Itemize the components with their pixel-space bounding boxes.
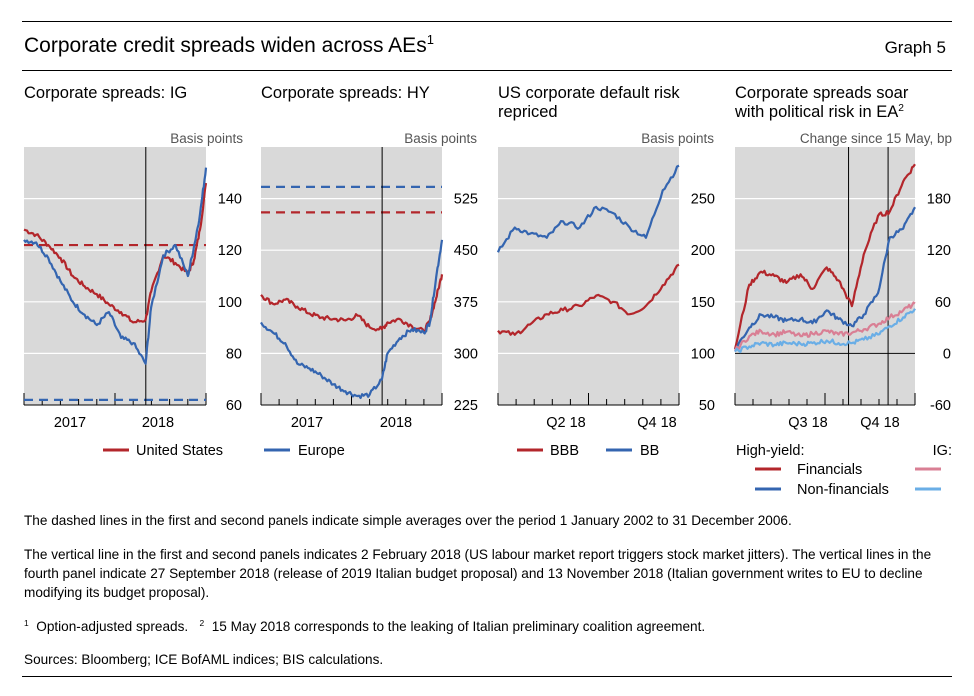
y-tick-label: 150 [691,295,715,311]
y-tick-label: 300 [454,346,478,362]
note-vertical: The vertical line in the first and secon… [24,547,932,600]
plot-background [261,147,442,405]
series-line [733,163,916,350]
series-line [497,263,680,336]
y-tick-label: 0 [943,346,951,362]
plot-background [735,147,915,405]
panel2-plot: 225 300 375 450 525 2017 2018 [260,147,478,431]
series-line [496,164,680,253]
chart-title: Corporate credit spreads widen across AE… [24,32,434,57]
y-tick-label: -60 [930,398,951,414]
y-tick-label: 60 [935,295,951,311]
legend-header-ig: IG: [933,443,952,459]
x-tick-label: Q3 18 [788,415,828,431]
y-tick-label: 200 [691,243,715,259]
y-tick-label: 140 [218,192,242,208]
y-tick-label: 250 [691,192,715,208]
x-tick-label: 2017 [54,415,86,431]
panel2-title: Corporate spreads: HY [261,84,430,102]
panel1-title: Corporate spreads: IG [24,84,188,102]
x-tick-label: Q4 18 [637,415,677,431]
legend-header-hy: High-yield: [736,443,805,459]
panel2-unit: Basis points [404,131,477,146]
title-rule [22,70,952,71]
panel3-plot: 50 100 150 200 250 Q2 18 Q4 18 [496,147,715,431]
panel4-plot: -60 0 60 120 180 Q3 18 Q4 18 [733,147,951,431]
y-tick-label: 525 [454,192,478,208]
x-tick-label: 2018 [380,415,412,431]
y-tick-label: 120 [927,243,951,259]
y-tick-label: 375 [454,295,478,311]
y-tick-label: 450 [454,243,478,259]
y-tick-label: 50 [699,398,715,414]
panel1-plot: 60 80 100 120 140 2017 2018 [23,147,242,431]
series-line [734,206,916,350]
x-tick-label: Q4 18 [860,415,900,431]
panel4-title: Corporate spreads soar with political ris… [735,84,909,121]
legend-label-us: United States [136,443,223,459]
legend-label-fin: Financials [797,462,862,478]
x-tick-label: 2018 [142,415,174,431]
legends: United States Europe BBB BB High-yield: IG:Fi… [103,443,952,498]
panel3-title: US corporate default risk repriced [498,84,680,121]
y-tick-label: 225 [454,398,478,414]
x-tick-label: 2017 [291,415,323,431]
y-tick-label: 180 [927,192,951,208]
series-line [733,301,916,352]
legend-label-bb: BB [640,443,659,459]
y-tick-label: 100 [218,295,242,311]
top-rule [22,21,952,22]
plot-background [498,147,679,405]
panel3-unit: Basis points [641,131,714,146]
panel1-unit: Basis points [170,131,243,146]
footnotes: 1 Option-adjusted spreads. 2 15 May 2018… [24,617,706,634]
sources: Sources: Bloomberg; ICE BofAML indices; … [24,652,384,667]
note-dashed: The dashed lines in the first and second… [24,513,792,528]
plot-background [24,147,206,405]
legend-label-nonfin: Non-financials [797,482,889,498]
legend-label-bbb: BBB [550,443,579,459]
bottom-rule [22,676,952,677]
y-tick-label: 120 [218,243,242,259]
x-tick-label: Q2 18 [546,415,586,431]
series-line [734,308,916,354]
y-tick-label: 80 [226,346,242,362]
graph-label: Graph 5 [884,38,946,57]
y-tick-label: 100 [691,346,715,362]
series-line [260,239,444,400]
legend-label-europe: Europe [298,443,345,459]
panel4-unit: Change since 15 May, bp [799,131,952,146]
y-tick-label: 60 [226,398,242,414]
series-line [23,167,208,365]
